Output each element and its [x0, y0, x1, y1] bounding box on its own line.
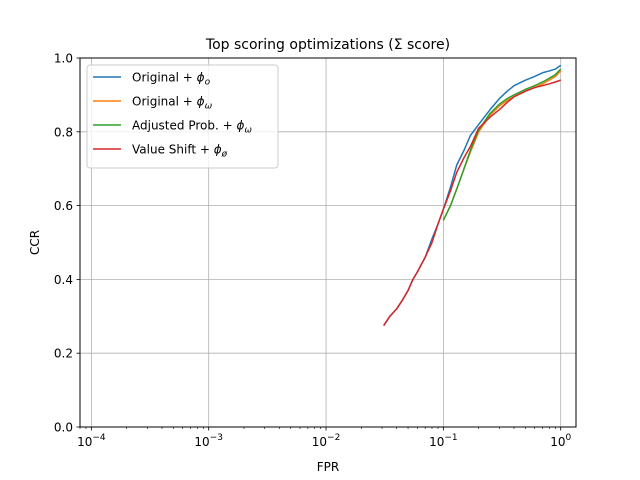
- y-tick-label: 0.6: [54, 199, 73, 213]
- x-tick-label: 10−1: [429, 433, 458, 449]
- axis-ticks: 10−4 10−3 10−2 10−1 100 0.0 0.2 0.4 0.6 0.8 1.0: [54, 52, 572, 450]
- series-lines: [383, 64, 562, 326]
- legend-entry-2: Original + ϕω: [132, 95, 213, 112]
- y-tick-label: 0.4: [54, 273, 73, 287]
- series-line-3: [442, 68, 562, 221]
- y-axis-label: CCR: [28, 230, 42, 255]
- series-line-2: [442, 70, 562, 221]
- x-axis-label: FPR: [317, 460, 339, 474]
- x-tick-label: 100: [550, 433, 571, 449]
- legend-entry-3: Adjusted Prob. + ϕω: [132, 119, 252, 136]
- x-tick-label: 10−3: [194, 433, 223, 449]
- y-tick-label: 1.0: [54, 52, 73, 66]
- x-tick-label: 10−4: [77, 433, 106, 449]
- plot-frame: [79, 57, 577, 428]
- y-tick-label: 0.0: [54, 421, 73, 435]
- legend-entry-1: Original + ϕo: [132, 71, 211, 88]
- x-tick-label: 10−2: [312, 433, 341, 449]
- series-line-4: [383, 79, 561, 326]
- legend-entry-4: Value Shift + ϕø: [132, 143, 228, 160]
- chart-title: Top scoring optimizations (Σ score): [205, 37, 450, 53]
- legend: Original + ϕo Original + ϕω Adjusted Prob.…: [86, 64, 279, 169]
- y-tick-label: 0.8: [54, 125, 73, 139]
- legend-box: [86, 64, 279, 169]
- y-tick-label: 0.2: [54, 347, 73, 361]
